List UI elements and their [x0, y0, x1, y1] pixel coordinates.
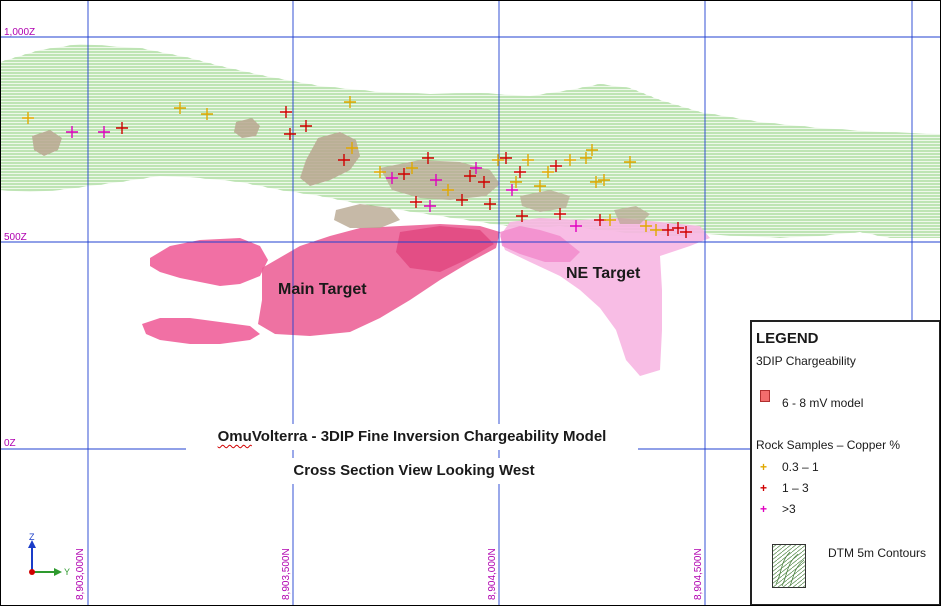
legend-title: LEGEND	[756, 330, 819, 347]
rock-sample-marker	[338, 154, 350, 166]
northing-label-8904500: 8,904,500N	[693, 548, 704, 600]
rock-sample-marker	[410, 196, 422, 208]
main-target-body	[150, 238, 268, 286]
rock-sample-marker	[201, 108, 213, 120]
rock-sample-marker	[554, 208, 566, 220]
dtm-contour-band	[0, 44, 941, 238]
sample-label-1: 0.3 – 1	[782, 460, 819, 474]
main-target-label: Main Target	[278, 281, 367, 298]
rock-sample-marker	[500, 152, 512, 164]
rock-sample-marker	[550, 160, 562, 172]
rock-sample-marker	[280, 106, 292, 118]
rock-sample-marker	[570, 220, 582, 232]
title-line1: Volterra - 3DIP Fine Inversion Chargeabi…	[251, 428, 607, 445]
sample-label-3: >3	[782, 502, 796, 516]
outcrop-patch-2	[234, 118, 260, 138]
rock-sample-marker	[422, 152, 434, 164]
ne-target-label: NE Target	[566, 265, 641, 282]
rock-sample-marker	[346, 142, 358, 154]
rock-sample-marker	[386, 172, 398, 184]
chargeability-item-label: 6 - 8 mV model	[782, 396, 864, 410]
rock-sample-marker	[672, 222, 684, 234]
rock-sample-marker	[492, 154, 504, 166]
rock-sample-marker	[66, 126, 78, 138]
dtm-item-label: DTM 5m Contours	[828, 546, 927, 560]
outcrop-patch-7	[614, 206, 650, 224]
map-subtitle: Cross Section View Looking West	[186, 458, 642, 484]
rock-sample-marker	[680, 226, 692, 238]
rock-sample-marker	[542, 166, 554, 178]
rock-sample-marker	[516, 210, 528, 222]
rock-sample-marker	[456, 194, 468, 206]
rock-sample-marker	[650, 224, 662, 236]
rock-sample-marker	[406, 162, 418, 174]
legend-panel: LEGEND 3DIP Chargeability 6 - 8 mV model…	[750, 320, 941, 606]
sample-marker-icon-1: +	[760, 460, 768, 474]
rock-sample-marker	[640, 220, 652, 232]
elevation-label-0z: 0Z	[4, 438, 16, 449]
title-brand: Omu	[217, 428, 252, 445]
rock-sample-marker	[662, 224, 674, 236]
outcrop-patch-6	[520, 190, 570, 212]
ne-target-core	[500, 226, 580, 262]
northing-label-8903500: 8,903,500N	[281, 548, 292, 600]
rock-sample-marker	[344, 96, 356, 108]
rock-sample-marker	[174, 102, 186, 114]
dtm-contour-icon	[772, 544, 806, 588]
map-title: Omu Volterra - 3DIP Fine Inversion Charg…	[186, 424, 638, 450]
main-target-body-lower	[142, 318, 260, 344]
sample-marker-icon-2: +	[760, 481, 768, 495]
legend-subtitle: 3DIP Chargeability	[756, 354, 856, 368]
rock-sample-marker	[284, 128, 296, 140]
rock-sample-marker	[116, 122, 128, 134]
rock-sample-marker	[22, 112, 34, 124]
rock-sample-marker	[580, 152, 592, 164]
subtitle-text: Cross Section View Looking West	[293, 462, 535, 479]
axis-y-label: Y	[64, 567, 70, 577]
rock-sample-marker	[98, 126, 110, 138]
rock-sample-marker	[586, 144, 598, 156]
rock-sample-marker	[598, 174, 610, 186]
sample-marker-icon-3: +	[760, 502, 768, 516]
rock-sample-marker	[506, 184, 518, 196]
rock-sample-marker	[510, 176, 522, 188]
rock-sample-marker	[464, 170, 476, 182]
axis-orientation-icon: Z Y	[28, 532, 70, 577]
rock-sample-marker	[442, 184, 454, 196]
rock-sample-marker	[604, 214, 616, 226]
rock-samples-title: Rock Samples – Copper %	[756, 438, 901, 452]
rock-sample-marker	[484, 198, 496, 210]
outcrop-patch-1	[32, 130, 62, 156]
rock-sample-marker	[478, 176, 490, 188]
rock-sample-marker	[374, 166, 386, 178]
outcrop-patch-5	[334, 204, 400, 228]
rock-sample-marker	[564, 154, 576, 166]
rock-sample-marker	[534, 180, 546, 192]
chargeability-swatch	[760, 390, 770, 402]
sample-label-2: 1 – 3	[782, 481, 809, 495]
rock-sample-marker	[470, 162, 482, 174]
elevation-label-500z: 500Z	[4, 232, 27, 243]
rock-sample-marker	[514, 166, 526, 178]
rock-sample-markers	[22, 96, 692, 238]
outcrop-patch-3	[300, 132, 360, 186]
northing-label-8904000: 8,904,000N	[487, 548, 498, 600]
main-target-deep	[396, 226, 494, 272]
elevation-label-1000z: 1,000Z	[4, 27, 36, 38]
rock-sample-marker	[398, 168, 410, 180]
rock-sample-marker	[300, 120, 312, 132]
rock-sample-marker	[424, 200, 436, 212]
rock-sample-marker	[590, 176, 602, 188]
axis-z-label: Z	[29, 532, 35, 542]
rock-sample-marker	[430, 174, 442, 186]
rock-sample-marker	[522, 154, 534, 166]
rock-sample-marker	[624, 156, 636, 168]
